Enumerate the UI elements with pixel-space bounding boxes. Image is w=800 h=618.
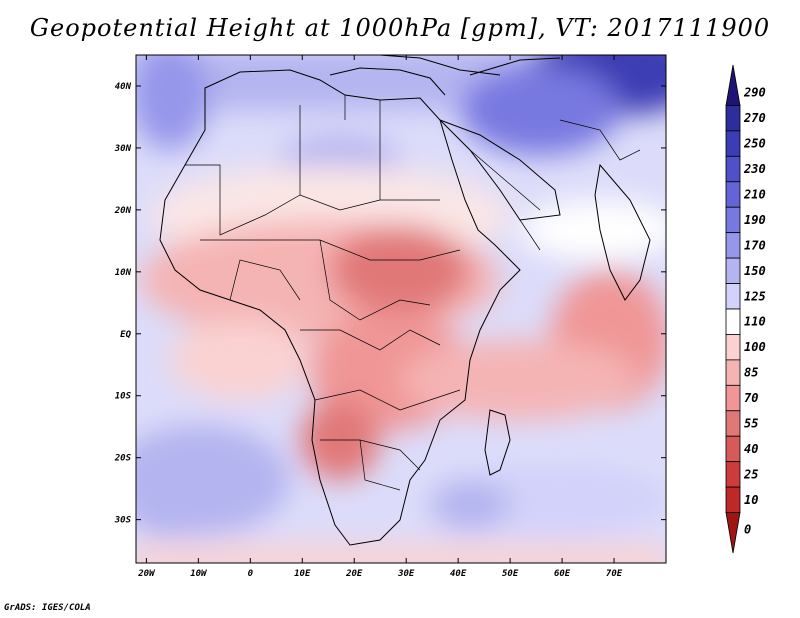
lon-tick-label: 10E bbox=[294, 569, 311, 579]
longitude-axis: 20W 10W 0 10E 20E 30E 40E 50E 60E 70E bbox=[137, 55, 623, 579]
latitude-axis: 40N 30N 20N 10N EQ 10S 20S 30S bbox=[114, 82, 666, 526]
colorbar-segment bbox=[725, 181, 741, 208]
lat-tick-label: 10N bbox=[115, 268, 132, 278]
colorbar-label: 190 bbox=[744, 213, 766, 227]
credit-label: GrADS: IGES/COLA bbox=[4, 603, 91, 613]
lat-tick-label: 20S bbox=[114, 454, 132, 464]
colorbar-segment bbox=[725, 334, 741, 361]
lat-tick-label: 40N bbox=[115, 82, 132, 92]
coastlines bbox=[159, 55, 651, 546]
lon-tick-label: 60E bbox=[554, 569, 571, 579]
colorbar-label: 290 bbox=[743, 86, 766, 100]
colorbar: 2902702502302101901701501251101008570554… bbox=[725, 64, 766, 554]
map-plot-area bbox=[136, 55, 666, 563]
lon-tick-label: 20W bbox=[137, 569, 156, 579]
colorbar-bottom-arrow bbox=[725, 512, 741, 554]
lat-tick-label: 30S bbox=[114, 516, 132, 526]
colorbar-label: 25 bbox=[743, 467, 758, 481]
lat-tick-label: EQ bbox=[120, 330, 131, 340]
colorbar-label: 270 bbox=[743, 111, 766, 125]
colorbar-segment bbox=[725, 155, 741, 183]
colorbar-segment bbox=[725, 232, 741, 259]
colorbar-label: 150 bbox=[744, 264, 766, 278]
colorbar-label: 70 bbox=[744, 391, 758, 405]
colorbar-segment bbox=[725, 410, 741, 437]
map-frame bbox=[135, 54, 667, 564]
lon-tick-label: 20E bbox=[345, 569, 363, 579]
lon-tick-label: 0 bbox=[248, 569, 254, 579]
colorbar-label: 170 bbox=[744, 238, 766, 252]
colorbar-label: 40 bbox=[744, 442, 758, 456]
lon-tick-label: 40E bbox=[450, 569, 467, 579]
colorbar-segment bbox=[725, 257, 741, 284]
colorbar-label: 10 bbox=[744, 493, 758, 507]
country-borders bbox=[185, 95, 641, 491]
chart-title: Geopotential Height at 1000hPa [gpm], VT… bbox=[29, 14, 771, 42]
lat-tick-label: 10S bbox=[115, 392, 132, 402]
lon-tick-label: 70E bbox=[606, 569, 623, 579]
colorbar-segment bbox=[725, 486, 741, 513]
geopotential-field bbox=[136, 55, 666, 563]
colorbar-label: 85 bbox=[744, 366, 758, 380]
colorbar-label: 110 bbox=[744, 315, 766, 329]
colorbar-label: 230 bbox=[743, 162, 766, 176]
colorbar-segment bbox=[725, 206, 741, 234]
colorbar-segment bbox=[725, 461, 741, 488]
colorbar-label: 55 bbox=[744, 417, 758, 431]
colorbar-top-arrow bbox=[725, 64, 741, 106]
colorbar-label: 100 bbox=[744, 340, 766, 354]
colorbar-label: 250 bbox=[743, 137, 766, 151]
colorbar-segment bbox=[725, 283, 741, 310]
lon-tick-label: 30E bbox=[397, 569, 415, 579]
colorbar-label: 125 bbox=[744, 289, 766, 303]
colorbar-segment bbox=[725, 105, 741, 132]
colorbar-label: 0 bbox=[744, 522, 751, 536]
lon-tick-label: 10W bbox=[190, 569, 208, 579]
lon-tick-label: 50E bbox=[502, 569, 519, 579]
colorbar-segment bbox=[725, 308, 741, 335]
colorbar-segment bbox=[725, 435, 741, 463]
colorbar-segment bbox=[725, 384, 741, 412]
colorbar-segment bbox=[725, 359, 741, 386]
lat-tick-label: 20N bbox=[114, 206, 132, 216]
lat-tick-label: 30N bbox=[114, 144, 132, 154]
colorbar-segment bbox=[725, 130, 741, 157]
colorbar-label: 210 bbox=[743, 188, 766, 202]
